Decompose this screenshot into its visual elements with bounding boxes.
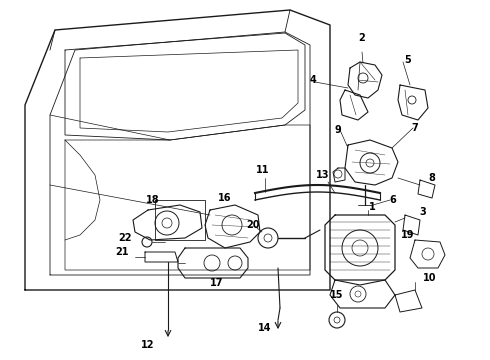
Text: 13: 13 <box>316 170 330 180</box>
Text: 5: 5 <box>405 55 412 65</box>
Text: 18: 18 <box>146 195 160 205</box>
Text: 9: 9 <box>335 125 342 135</box>
Text: 19: 19 <box>401 230 415 240</box>
Text: 10: 10 <box>423 273 437 283</box>
Text: 1: 1 <box>368 202 375 212</box>
Text: 20: 20 <box>246 220 260 230</box>
Text: 7: 7 <box>412 123 418 133</box>
Text: 2: 2 <box>359 33 366 43</box>
Text: 14: 14 <box>258 323 272 333</box>
Text: 22: 22 <box>118 233 132 243</box>
Text: 15: 15 <box>330 290 344 300</box>
Text: 21: 21 <box>115 247 129 257</box>
Text: 16: 16 <box>218 193 232 203</box>
Text: 8: 8 <box>429 173 436 183</box>
Text: 17: 17 <box>210 278 224 288</box>
Text: 6: 6 <box>390 195 396 205</box>
Text: 3: 3 <box>419 207 426 217</box>
Text: 4: 4 <box>310 75 317 85</box>
Text: 12: 12 <box>141 340 155 350</box>
Text: 11: 11 <box>256 165 270 175</box>
